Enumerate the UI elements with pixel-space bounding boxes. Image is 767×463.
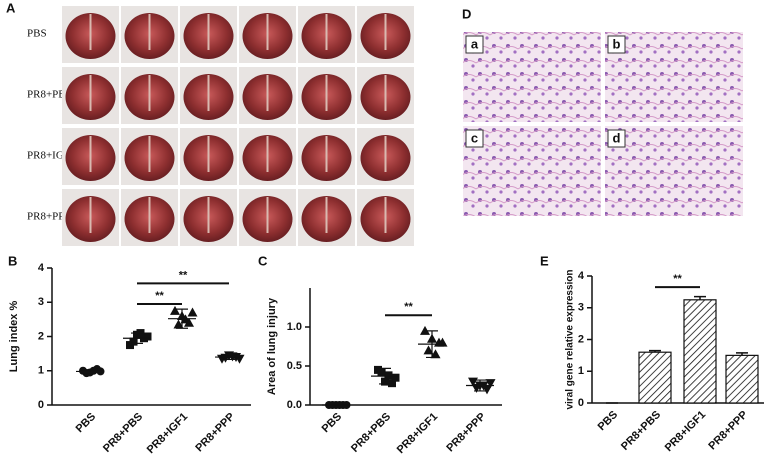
point: [377, 368, 386, 377]
panel-label: B: [8, 253, 17, 268]
bar: [683, 299, 717, 404]
x-tick-label: PR8+PBS: [349, 411, 393, 455]
histology-tile: [605, 126, 743, 216]
y-axis-label: viral gene relative expression: [565, 269, 576, 409]
tile-label-box: [465, 129, 484, 148]
y-axis-label: Area of lung injury: [266, 297, 278, 395]
row-label: PR8+PPP: [27, 211, 71, 223]
x-tick-label: PR8+IGF1: [395, 411, 440, 456]
x-tick-label: PR8+PBS: [101, 411, 145, 455]
point: [170, 305, 180, 315]
y-tick-label: 2: [38, 330, 44, 342]
x-tick-label: PR8+IGF1: [663, 409, 708, 454]
significance-label: **: [179, 269, 188, 281]
sd-bar: [379, 367, 391, 385]
point: [173, 319, 184, 329]
significance-label: **: [673, 273, 682, 285]
row-label: PR8+PBS: [27, 89, 72, 101]
tile-label: d: [613, 130, 621, 145]
error-bar: [694, 295, 706, 300]
histology-tile: [463, 32, 601, 122]
point: [129, 337, 138, 346]
x-tick-label: PBS: [74, 411, 98, 435]
y-tick-label: 1: [38, 365, 44, 377]
bar: [725, 354, 759, 404]
panel-label: D: [462, 6, 471, 21]
tile-label-box: [465, 35, 484, 54]
tile-label-box: [607, 35, 626, 54]
sd-bar: [474, 379, 486, 392]
sd-bar: [131, 332, 143, 344]
y-tick-label: 0: [578, 397, 584, 409]
y-tick-label: 0: [38, 399, 44, 411]
sd-bar: [176, 308, 188, 329]
histology-tile: [605, 32, 743, 122]
point: [485, 379, 496, 389]
y-tick-label: 0.0: [287, 399, 302, 411]
significance-label: **: [404, 301, 413, 313]
y-axis-label: Lung index %: [8, 301, 20, 373]
error-bar: [649, 349, 661, 353]
row-label: PBS: [27, 28, 47, 40]
x-tick-label: PR8+PPP: [706, 409, 750, 453]
sd-bar: [223, 354, 235, 361]
panel-label: A: [6, 0, 16, 15]
panel-label: E: [540, 253, 549, 268]
tile-label: b: [613, 36, 621, 51]
bar: [638, 351, 672, 404]
histology-tile: [463, 126, 601, 216]
sd-bar: [84, 369, 96, 374]
sd-bar: [426, 330, 438, 359]
tile-label: a: [471, 36, 479, 51]
x-tick-label: PR8+PBS: [619, 409, 663, 453]
y-tick-label: 2: [578, 333, 584, 345]
y-tick-label: 1.0: [287, 321, 302, 333]
y-tick-label: 4: [38, 262, 45, 274]
y-tick-label: 0.5: [287, 360, 302, 372]
point: [384, 371, 393, 380]
tile-label-box: [607, 129, 626, 148]
significance-group: PR8+IGF1: [0, 0, 5, 1]
y-tick-label: 3: [578, 302, 584, 314]
significance-label: **: [155, 290, 164, 302]
y-tick-label: 3: [38, 296, 44, 308]
x-tick-label: PR8+IGF1: [145, 411, 190, 456]
x-tick-label: PBS: [596, 409, 620, 433]
y-tick-label: 1: [578, 365, 584, 377]
point: [388, 379, 396, 388]
tile-label: c: [471, 130, 478, 145]
point: [143, 332, 152, 341]
x-tick-label: PBS: [320, 411, 344, 435]
point: [391, 373, 400, 382]
panel-label: C: [258, 253, 268, 268]
x-tick-label: PR8+PPP: [193, 411, 237, 455]
x-tick-label: PR8+PPP: [444, 411, 488, 455]
point: [420, 325, 430, 335]
point: [187, 307, 198, 317]
error-bar: [736, 352, 748, 356]
point: [220, 353, 231, 363]
point: [423, 345, 434, 355]
y-tick-label: 4: [578, 270, 585, 282]
point: [430, 349, 441, 359]
